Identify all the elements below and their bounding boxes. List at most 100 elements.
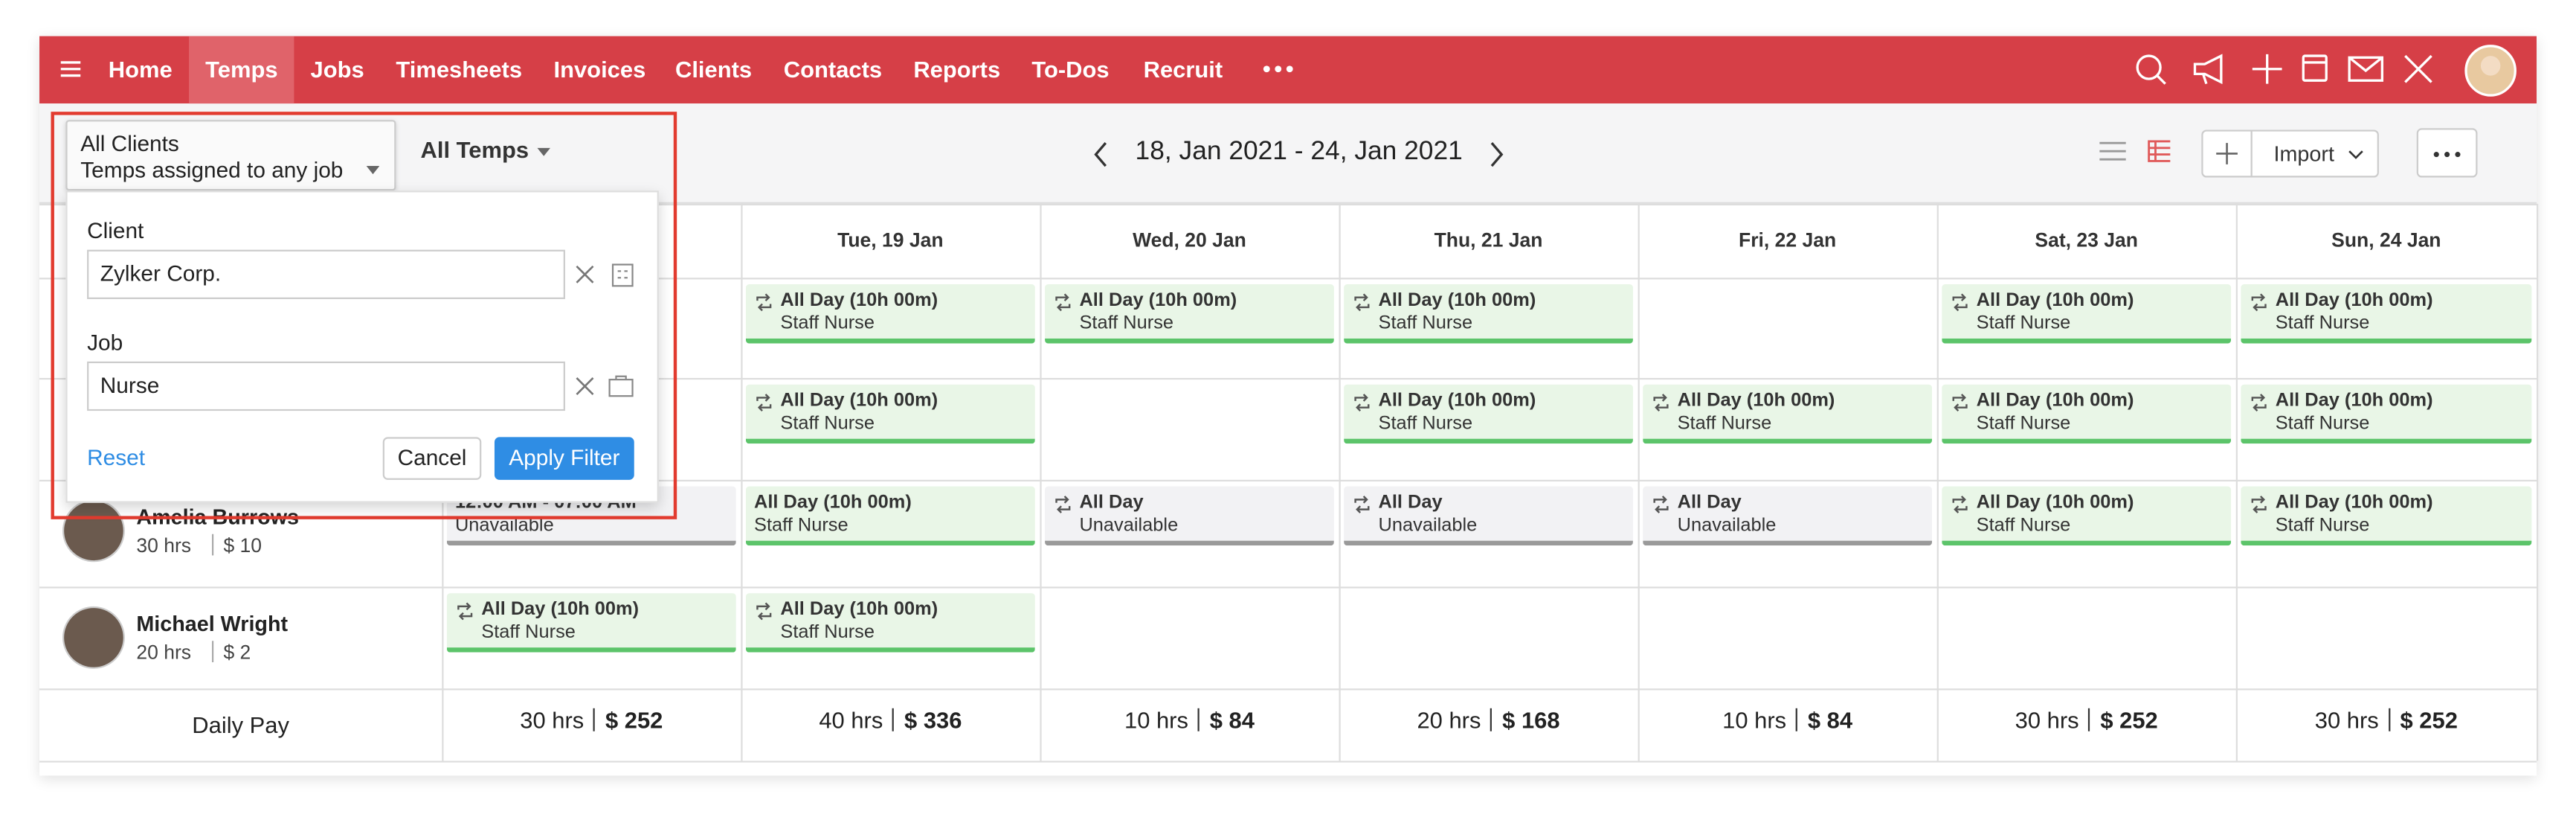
total-hours: 20 hrs: [1417, 706, 1481, 733]
shift-subtitle: Staff Nurse: [1378, 313, 1473, 334]
user-avatar[interactable]: [2464, 45, 2517, 97]
total-hours: 30 hrs: [2015, 706, 2079, 733]
shift-title: All Day (10h 00m): [1677, 391, 1835, 411]
daily-total: 30 hrs $ 252: [442, 707, 741, 733]
shift-block: All Day (10h 00m) Staff Nurse: [745, 593, 1035, 653]
shift-subtitle: Staff Nurse: [1976, 313, 2071, 334]
day-header: Sun, 24 Jan: [2331, 228, 2441, 252]
nav-item[interactable]: Clients: [674, 56, 753, 83]
job-actions[interactable]: [573, 373, 639, 399]
shift-block: All Day (10h 00m) Staff Nurse: [2241, 284, 2532, 344]
shift-title: All Day (10h 00m): [780, 391, 938, 411]
nav-item[interactable]: Reports: [913, 56, 1001, 83]
temp-filter[interactable]: All Temps: [420, 136, 529, 163]
shift-block: All Day Unavailable: [1045, 486, 1334, 546]
date-range: 18, Jan 2021 - 24, Jan 2021: [1135, 138, 1463, 167]
temp-rate: $ 2: [223, 641, 251, 664]
shift-title: All Day (10h 00m): [780, 290, 938, 311]
total-pay: $ 336: [904, 706, 962, 733]
shift-block: All Day (10h 00m) Staff Nurse: [745, 486, 1035, 546]
row-line: [39, 760, 2537, 763]
job-filter: Temps assigned to any job: [80, 158, 344, 183]
filter-popup: Client Zylker Corp. Job Nurse Reset Canc…: [65, 190, 659, 503]
shift-subtitle: Staff Nurse: [2275, 313, 2370, 334]
total-pay: $ 252: [2100, 706, 2158, 733]
date-nav: [1094, 142, 1504, 167]
cancel-button[interactable]: Cancel: [382, 437, 482, 480]
temp-name[interactable]: Michael Wright: [136, 611, 289, 636]
separator: [2088, 708, 2091, 731]
shift-title: All Day (10h 00m): [2275, 391, 2433, 411]
daily-total: 10 hrs $ 84: [1040, 707, 1339, 733]
more-icon[interactable]: [1262, 61, 1295, 77]
col-line: [1040, 203, 1042, 761]
shift-block: All Day (10h 00m) Staff Nurse: [2241, 486, 2532, 546]
separator: [1490, 708, 1493, 731]
apply-button[interactable]: Apply Filter: [494, 437, 634, 480]
temp-hours: 30 hrs: [136, 534, 192, 557]
shift-block: All Day (10h 00m) Staff Nurse: [1942, 284, 2232, 344]
shift-block: All Day (10h 00m) Staff Nurse: [1344, 384, 1633, 444]
add-button[interactable]: [2201, 129, 2253, 178]
shift-subtitle: Staff Nurse: [1976, 516, 2071, 536]
shift-title: All Day: [1677, 493, 1742, 513]
shift-title: All Day (10h 00m): [2275, 493, 2433, 513]
shift-title: All Day: [1378, 493, 1443, 513]
separator: [1796, 708, 1798, 731]
shift-block: All Day (10h 00m) Staff Nurse: [1942, 384, 2232, 444]
col-line: [1936, 203, 1939, 761]
temp-rate: $ 10: [223, 534, 263, 557]
temp-hours: 20 hrs: [136, 641, 192, 664]
view-toggle[interactable]: [2098, 138, 2171, 168]
nav-item[interactable]: Home: [108, 56, 173, 83]
daily-pay-label: Daily Pay: [192, 711, 289, 738]
day-header: Sat, 23 Jan: [2035, 228, 2138, 252]
daily-total: 30 hrs $ 252: [2236, 707, 2537, 733]
shift-title: All Day (10h 00m): [2275, 290, 2433, 311]
nav-item[interactable]: To-Dos: [1031, 56, 1110, 83]
menu-icon[interactable]: [59, 57, 83, 80]
client-actions[interactable]: [573, 261, 639, 287]
col-line: [1339, 203, 1341, 761]
nav-item[interactable]: Temps: [189, 36, 294, 104]
client-input[interactable]: Zylker Corp.: [87, 249, 565, 299]
row-line: [39, 688, 2537, 691]
import-button[interactable]: Import: [2250, 129, 2379, 178]
shift-block: All Day (10h 00m) Staff Nurse: [745, 284, 1035, 344]
shift-block: All Day (10h 00m) Staff Nurse: [2241, 384, 2532, 444]
shift-block: All Day (10h 00m) Staff Nurse: [1643, 384, 1933, 444]
separator: [892, 708, 895, 731]
total-hours: 10 hrs: [1124, 706, 1188, 733]
toolbar: [39, 103, 2537, 204]
daily-total: 40 hrs $ 336: [741, 707, 1040, 733]
nav-item[interactable]: Timesheets: [396, 56, 523, 83]
nav-item[interactable]: Contacts: [783, 56, 883, 83]
reset-link[interactable]: Reset: [87, 445, 146, 470]
nav-item[interactable]: Invoices: [553, 56, 646, 83]
nav-item[interactable]: Recruit: [1143, 56, 1223, 83]
job-label: Job: [87, 330, 123, 356]
separator: [593, 708, 596, 731]
shift-title: All Day (10h 00m): [1976, 391, 2134, 411]
col-line: [1638, 203, 1640, 761]
separator: [2389, 708, 2391, 731]
shift-block: All Day (10h 00m) Staff Nurse: [446, 593, 736, 653]
client-filter: All Clients: [80, 131, 179, 156]
separator: [211, 534, 214, 556]
client-filter-button[interactable]: All Clients Temps assigned to any job: [65, 120, 396, 191]
shift-title: All Day (10h 00m): [780, 600, 938, 620]
shift-title: All Day: [1079, 493, 1144, 513]
client-label: Client: [87, 218, 144, 243]
total-hours: 30 hrs: [520, 706, 585, 733]
more-button[interactable]: [2416, 128, 2478, 178]
job-input[interactable]: Nurse: [87, 361, 565, 411]
total-pay: $ 84: [1209, 706, 1255, 733]
nav-item[interactable]: Jobs: [310, 56, 364, 83]
daily-total: 20 hrs $ 168: [1339, 707, 1638, 733]
shift-subtitle: Staff Nurse: [780, 313, 875, 334]
shift-subtitle: Unavailable: [1677, 516, 1777, 536]
separator: [211, 641, 214, 662]
shift-subtitle: Unavailable: [1378, 516, 1478, 536]
